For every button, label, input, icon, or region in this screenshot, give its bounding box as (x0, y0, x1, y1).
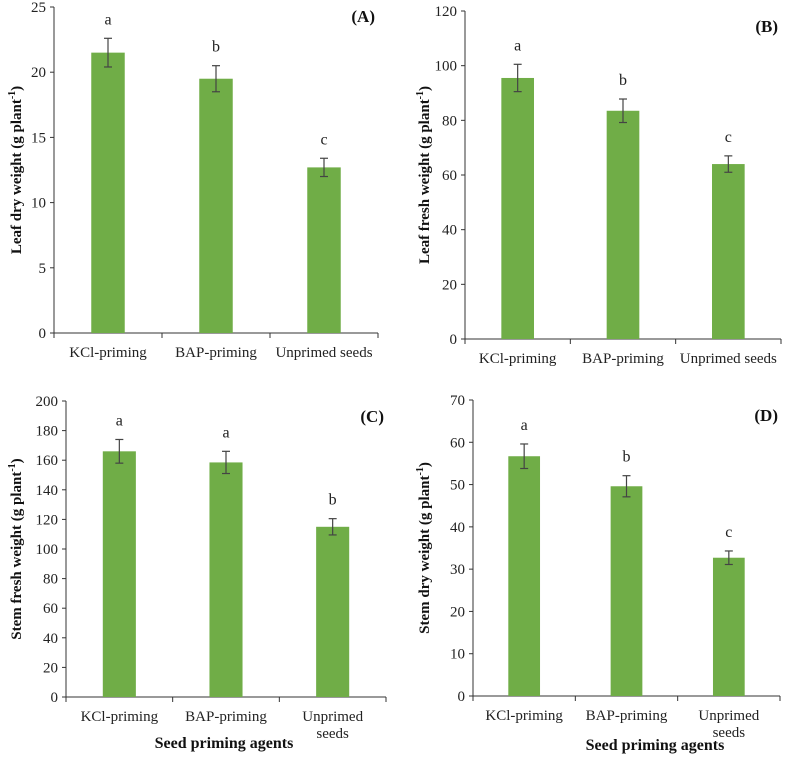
y-tick-label: 20 (43, 660, 58, 676)
significance-letter: c (725, 524, 732, 541)
y-tick-label: 70 (450, 393, 465, 409)
y-tick-label: 20 (31, 65, 46, 81)
y-tick-label: 20 (442, 277, 457, 293)
bar-kcl-priming (508, 456, 541, 696)
bar-unprimed-seeds (307, 167, 341, 333)
y-axis-title-text: Leaf fresh weight (g plant (417, 99, 433, 264)
x-tick-label-line: seeds (713, 725, 746, 741)
x-tick-label: Unprimed seeds (275, 345, 372, 361)
bar-kcl-priming (501, 77, 534, 339)
y-tick-label: 15 (31, 130, 46, 146)
y-tick-label: 0 (39, 326, 47, 342)
y-tick-label: 80 (442, 113, 457, 129)
y-axis-title-superscript: -1 (415, 91, 426, 99)
panel-label: (B) (755, 17, 778, 36)
y-axis-title: Stem dry weight (g plant-1) (415, 462, 433, 634)
y-axis-title-superscript: -1 (7, 463, 18, 471)
y-axis-title: Leaf fresh weight (g plant-1) (415, 86, 433, 264)
y-tick-label: 160 (36, 453, 59, 469)
y-tick-label: 100 (36, 542, 59, 558)
y-tick-label: 30 (450, 562, 465, 578)
x-axis-title: Seed priming agents (586, 737, 725, 754)
chart-panel-c: 0 20 40 60 80 100 120 140 160 180 200 a KCl-priming a… (7, 394, 387, 752)
y-tick-label: 25 (31, 0, 46, 16)
significance-letter: a (222, 424, 229, 441)
chart-panel-a: 0 5 10 15 20 25 a KCl-priming b BAP-priming c Unpri… (7, 0, 379, 361)
bar-bap-priming (610, 486, 643, 696)
x-tick-label-line: seeds (316, 726, 349, 742)
y-axis-title-text: ) (417, 86, 433, 91)
y-tick-label: 40 (442, 223, 457, 239)
panel-label: (D) (754, 406, 778, 425)
x-tick-label: KCl-priming (81, 709, 159, 725)
y-axis-title-text: ) (417, 462, 433, 467)
bar-unprimed-seeds (316, 526, 350, 697)
y-axis-title: Leaf dry weight (g plant-1) (7, 86, 25, 254)
y-tick-label: 0 (458, 689, 466, 705)
bar-kcl-priming (91, 52, 125, 333)
y-tick-label: 40 (43, 631, 58, 647)
y-tick-label: 40 (450, 520, 465, 536)
y-axis-title-superscript: -1 (415, 467, 426, 475)
significance-letter: c (725, 129, 732, 146)
y-axis-title-text: ) (9, 86, 25, 91)
x-tick-label: BAP-priming (586, 708, 668, 724)
y-tick-label: 0 (51, 690, 59, 706)
y-tick-label: 180 (36, 424, 59, 440)
significance-letter: a (104, 11, 111, 28)
y-tick-label: 0 (450, 332, 458, 348)
x-tick-label: KCl-priming (479, 351, 557, 367)
y-tick-label: 100 (435, 59, 458, 75)
significance-letter: c (320, 131, 327, 148)
bar-unprimed-seeds (712, 557, 745, 696)
y-tick-label: 60 (450, 435, 465, 451)
y-tick-label: 140 (36, 483, 59, 499)
x-tick-label-line: Unprimed (698, 708, 759, 724)
x-tick-label: BAP-priming (175, 345, 257, 361)
x-tick-label-line: Unprimed (302, 709, 363, 725)
panel-label: (A) (351, 7, 375, 26)
significance-letter: a (521, 417, 528, 434)
bar-bap-priming (209, 462, 243, 697)
x-tick-label: BAP-priming (582, 351, 664, 367)
x-axis-title: Seed priming agents (155, 735, 294, 752)
y-tick-label: 80 (43, 572, 58, 588)
y-axis-title: Stem fresh weight (g plant-1) (7, 458, 25, 639)
y-tick-label: 60 (442, 168, 457, 184)
chart-panel-d: 0 10 20 30 40 50 60 70 a KCl-priming b BAP-priming c… (415, 393, 781, 754)
y-tick-label: 50 (450, 478, 465, 494)
y-tick-label: 120 (36, 512, 59, 528)
y-tick-label: 120 (435, 4, 458, 20)
significance-letter: b (212, 39, 220, 56)
y-axis-title-text: Leaf dry weight (g plant (9, 99, 25, 254)
chart-panel-b: 0 20 40 60 80 100 120 a KCl-priming b BAP-priming c… (415, 4, 782, 367)
y-axis-title-text: ) (9, 458, 25, 463)
panel-label: (C) (360, 407, 384, 426)
y-axis-title-superscript: -1 (7, 91, 18, 99)
y-axis-title-text: Stem fresh weight (g plant (9, 472, 25, 640)
x-tick-label: KCl-priming (485, 708, 563, 724)
significance-letter: b (619, 72, 627, 89)
y-tick-label: 10 (450, 647, 465, 663)
y-axis-title-text: Stem dry weight (g plant (417, 476, 433, 634)
significance-letter: b (623, 449, 631, 466)
x-tick-label: Unprimed seeds (302, 709, 363, 742)
x-tick-label: Unprimed seeds (680, 351, 777, 367)
bar-unprimed-seeds (712, 164, 745, 339)
significance-letter: b (329, 492, 337, 509)
y-tick-label: 10 (31, 196, 46, 212)
y-tick-label: 20 (450, 604, 465, 620)
y-tick-label: 60 (43, 601, 58, 617)
bar-bap-priming (606, 110, 640, 340)
bar-bap-priming (199, 78, 233, 333)
bar-kcl-priming (102, 451, 136, 697)
x-tick-label: BAP-priming (185, 709, 267, 725)
y-tick-label: 200 (36, 394, 59, 410)
significance-letter: a (116, 412, 123, 429)
x-tick-label: KCl-priming (69, 345, 147, 361)
x-tick-label: Unprimed seeds (698, 708, 759, 741)
significance-letter: a (514, 37, 521, 54)
y-tick-label: 5 (39, 261, 47, 277)
